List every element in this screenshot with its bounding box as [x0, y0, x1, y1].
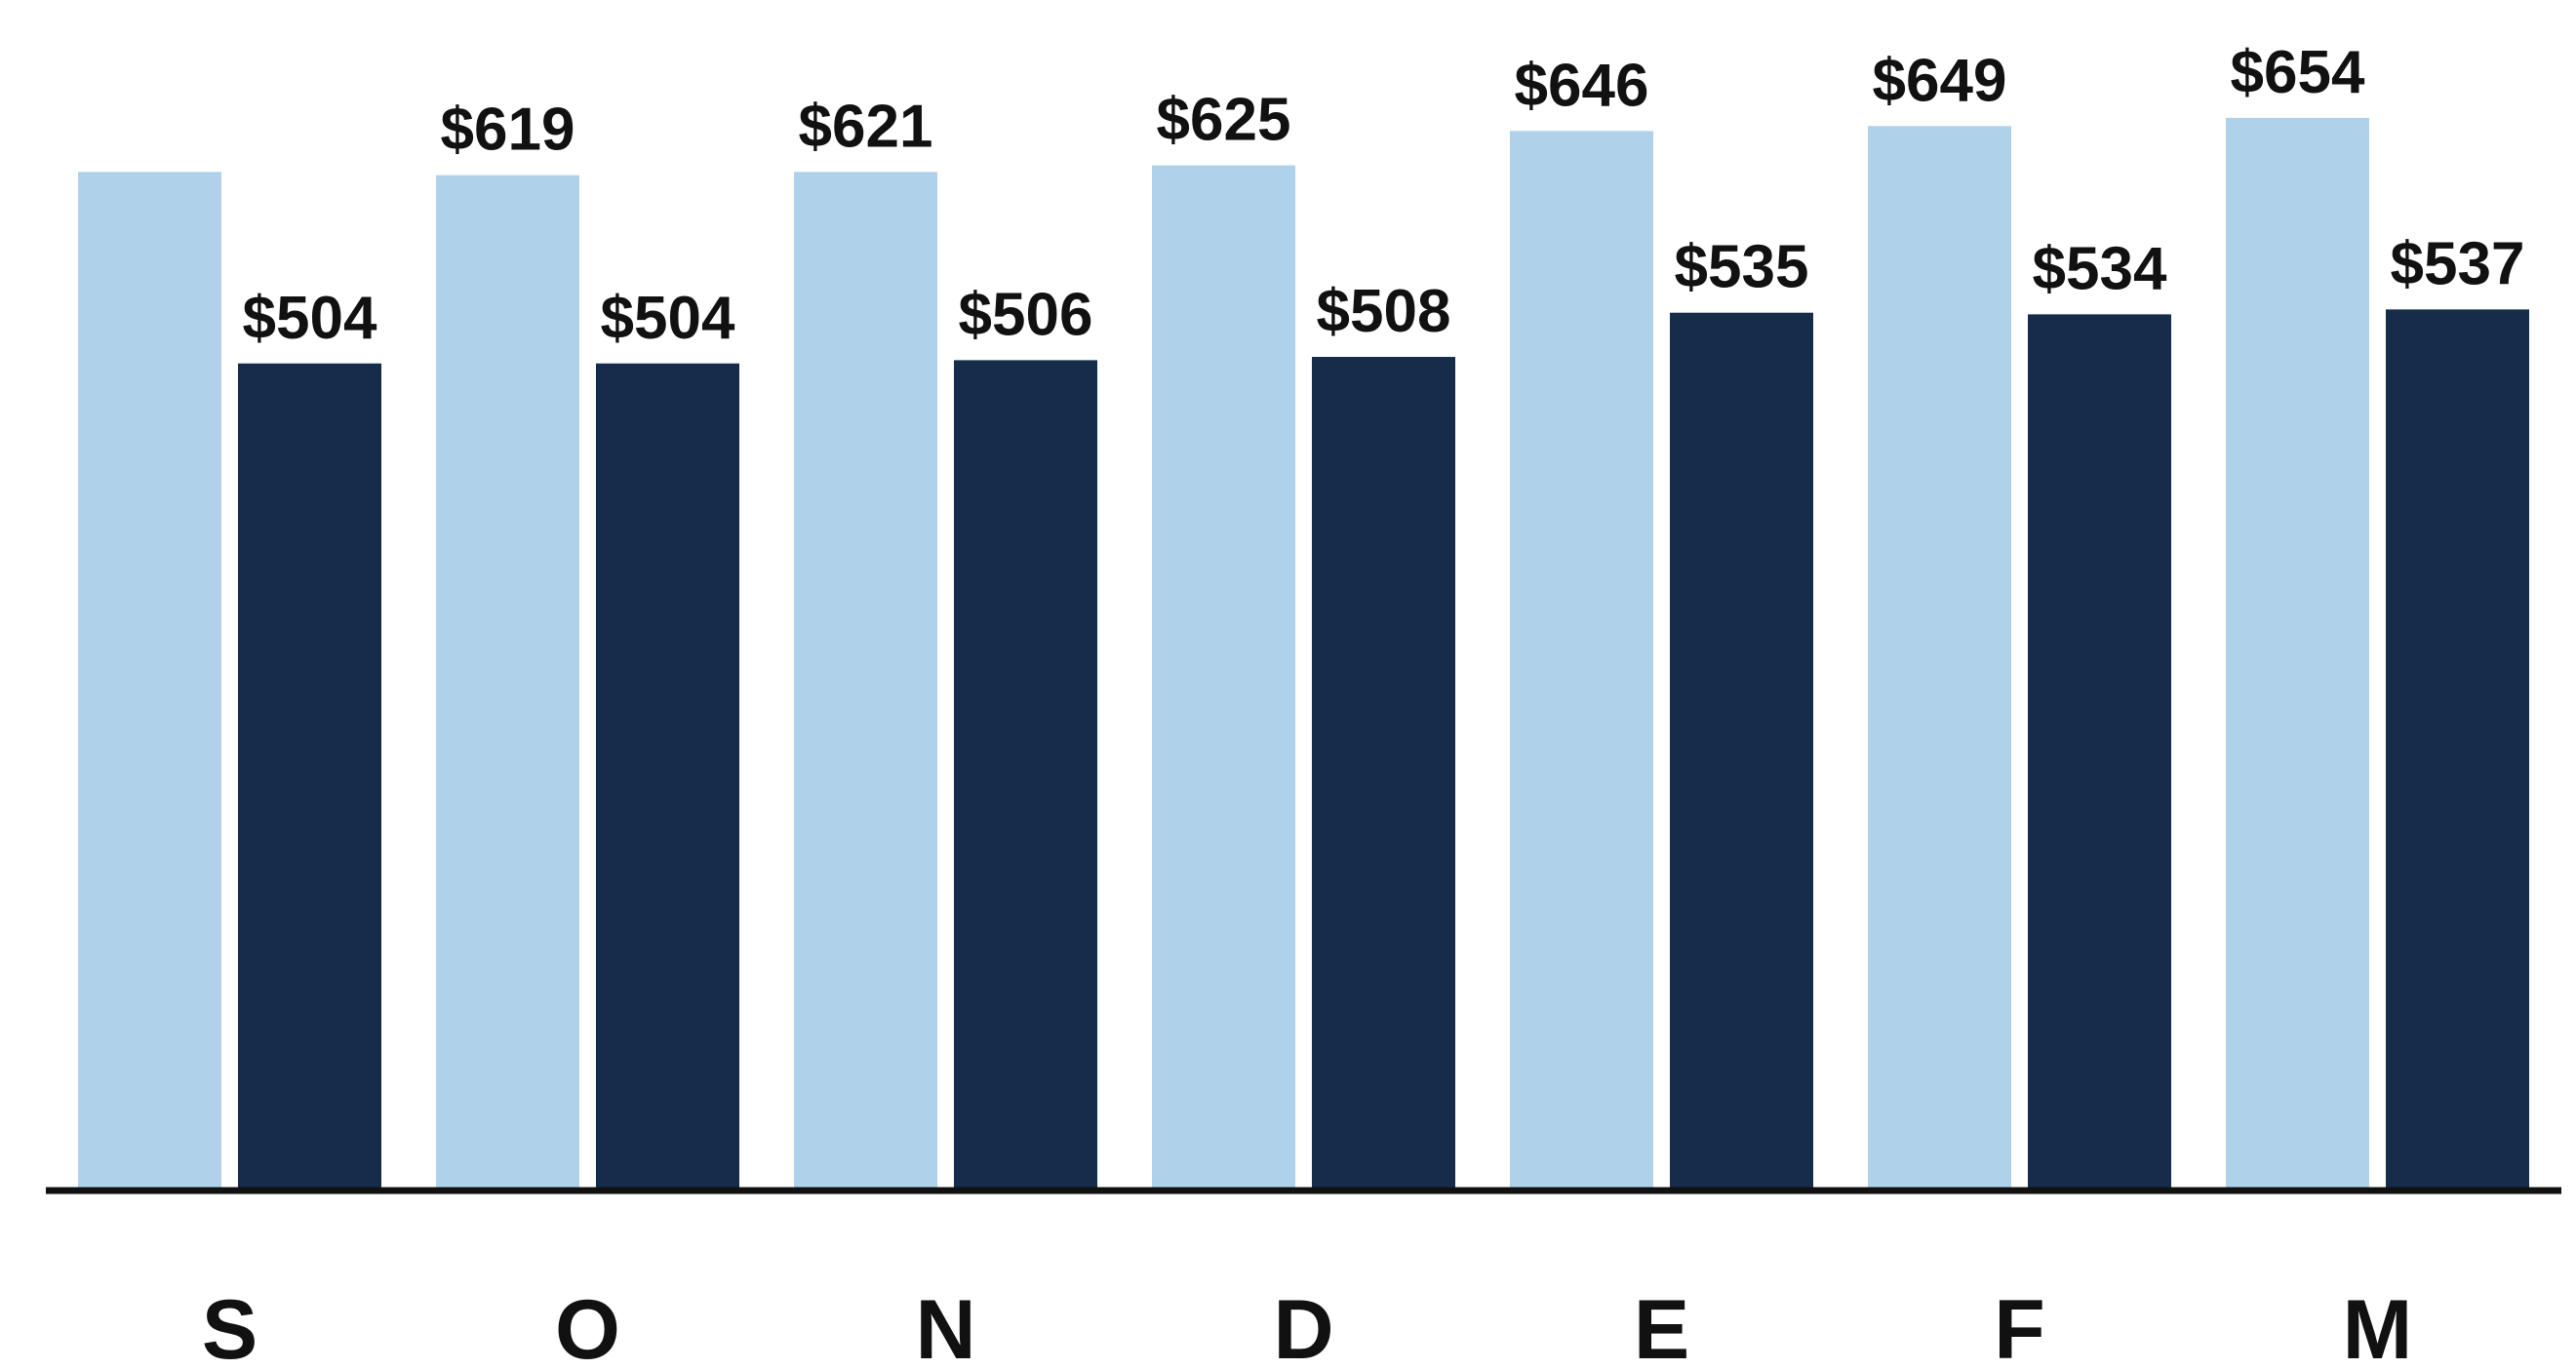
bar [436, 175, 579, 1189]
bar [78, 172, 221, 1190]
value-label: $504 [243, 285, 377, 352]
value-label: $625 [1157, 87, 1291, 154]
bar [596, 363, 739, 1189]
x-tick-label: O [555, 1283, 620, 1369]
x-tick-label: D [1273, 1283, 1333, 1369]
bar [2386, 309, 2529, 1189]
bar [794, 172, 937, 1190]
bar [954, 360, 1097, 1190]
value-label: $649 [1873, 47, 2007, 114]
x-tick-label: N [915, 1283, 975, 1369]
value-label: $534 [2033, 235, 2167, 302]
value-label: $535 [1675, 234, 1809, 301]
value-label: $619 [441, 97, 575, 164]
bar [2226, 117, 2369, 1189]
value-label: $646 [1515, 52, 1649, 119]
value-label: $508 [1317, 278, 1451, 345]
bar [2028, 314, 2171, 1190]
x-tick-label: F [1994, 1283, 2045, 1369]
x-tick-label: E [1634, 1283, 1689, 1369]
value-label: $621 [799, 93, 933, 160]
value-label: $654 [2231, 39, 2365, 106]
bar [1868, 126, 2011, 1190]
bar [1670, 312, 1813, 1189]
value-label: $537 [2391, 230, 2525, 297]
bar [1312, 357, 1455, 1189]
value-label: $506 [959, 281, 1093, 348]
x-tick-label: S [202, 1283, 258, 1369]
bar [1510, 131, 1653, 1189]
x-tick-label: M [2343, 1283, 2413, 1369]
value-label: $504 [601, 285, 735, 352]
bar [238, 363, 381, 1189]
bar [1152, 165, 1295, 1189]
